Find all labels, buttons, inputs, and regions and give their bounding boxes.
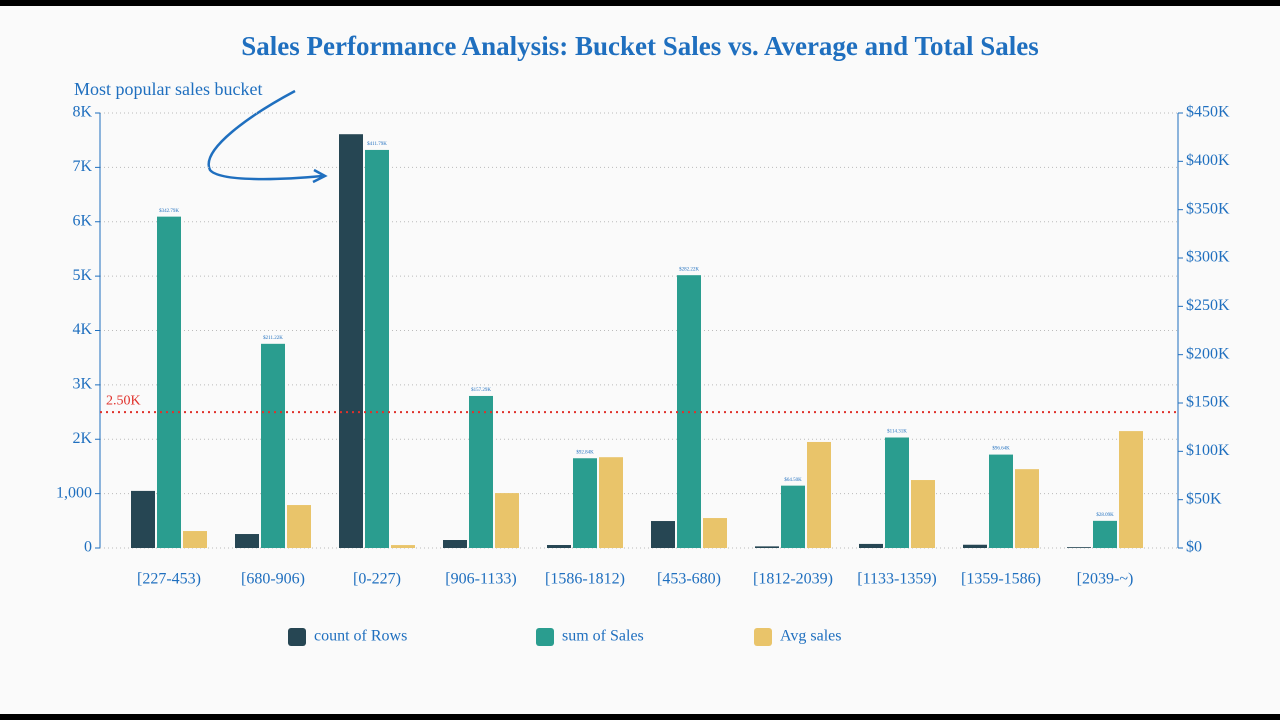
- y-tick-label: 2K: [72, 430, 92, 447]
- bar: [573, 458, 597, 548]
- bar: [1093, 520, 1117, 548]
- x-tick-label: [1586-1812): [545, 571, 625, 588]
- letterbox-bottom: [0, 714, 1280, 720]
- y-tick-label: 3K: [72, 376, 92, 393]
- x-tick-label: [453-680): [657, 571, 721, 588]
- bar: [391, 545, 415, 548]
- y2-tick-label: $0: [1186, 539, 1202, 556]
- x-tick-label: [906-1133): [445, 571, 516, 588]
- x-tick-label: [227-453): [137, 571, 201, 588]
- bar: [365, 149, 389, 548]
- bar: [963, 544, 987, 548]
- data-label: $157.29K: [471, 388, 491, 393]
- bar: [651, 521, 675, 548]
- legend-swatch: [754, 628, 772, 646]
- bar: [287, 505, 311, 548]
- data-label: $411.79K: [367, 142, 387, 147]
- bar: [495, 493, 519, 548]
- data-label: $211.22K: [263, 336, 283, 341]
- y2-tick-label: $350K: [1186, 200, 1230, 217]
- y2-tick-label: $200K: [1186, 345, 1230, 362]
- x-tick-label: [1133-1359): [857, 571, 936, 588]
- y2-tick-label: $50K: [1186, 490, 1222, 507]
- y-tick-label: 0: [84, 539, 92, 556]
- bar: [781, 485, 805, 548]
- data-label: $282.22K: [679, 267, 699, 272]
- bar: [599, 457, 623, 548]
- bar: [183, 531, 207, 548]
- bar: [157, 216, 181, 548]
- data-label: $96.64K: [992, 447, 1010, 452]
- data-label: $114.31K: [887, 430, 907, 435]
- y2-tick-label: $400K: [1186, 152, 1230, 169]
- bar: [859, 543, 883, 548]
- y-tick-label: 5K: [72, 267, 92, 284]
- bar: [1119, 431, 1143, 548]
- chart-title: Sales Performance Analysis: Bucket Sales…: [241, 31, 1039, 61]
- bar: [261, 343, 285, 548]
- x-tick-label: [2039-~): [1077, 571, 1134, 588]
- bar: [235, 534, 259, 548]
- bar: [469, 395, 493, 548]
- x-tick-label: [0-227): [353, 571, 401, 588]
- y2-tick-label: $150K: [1186, 394, 1230, 411]
- legend-label: Avg sales: [780, 628, 841, 645]
- y-tick-label: 6K: [72, 212, 92, 229]
- y2-tick-label: $450K: [1186, 104, 1230, 121]
- x-tick-label: [1812-2039): [753, 571, 833, 588]
- y-tick-label: 8K: [72, 104, 92, 121]
- bar: [1067, 547, 1091, 548]
- bar: [989, 454, 1013, 548]
- y-tick-label: 7K: [72, 158, 92, 175]
- legend-label: count of Rows: [314, 628, 407, 645]
- reference-label: 2.50K: [106, 393, 141, 408]
- letterbox-top: [0, 0, 1280, 6]
- arrow-head: [312, 168, 328, 184]
- annotation: Most popular sales bucket: [74, 79, 262, 99]
- bar: [703, 518, 727, 548]
- bar: [547, 545, 571, 548]
- bar: [911, 480, 935, 548]
- y2-tick-label: $100K: [1186, 442, 1230, 459]
- bar: [755, 546, 779, 548]
- y-tick-label: 1,000: [56, 484, 92, 501]
- bar: [339, 134, 363, 549]
- data-label: $342.79K: [159, 209, 179, 214]
- data-label: $28.09K: [1096, 513, 1114, 518]
- data-label: $64.50K: [784, 478, 802, 483]
- y2-tick-label: $250K: [1186, 297, 1230, 314]
- legend-label: sum of Sales: [562, 628, 644, 645]
- data-label: $92.84K: [576, 450, 594, 455]
- y2-tick-label: $300K: [1186, 249, 1230, 266]
- y-tick-label: 4K: [72, 321, 92, 338]
- bar: [1015, 469, 1039, 548]
- bar: [885, 437, 909, 548]
- legend-swatch: [536, 628, 554, 646]
- annotation-arrow: [207, 89, 323, 181]
- bar: [443, 540, 467, 548]
- bar: [131, 490, 155, 548]
- x-tick-label: [1359-1586): [961, 571, 1041, 588]
- bar: [807, 441, 831, 548]
- x-tick-label: [680-906): [241, 571, 305, 588]
- legend-swatch: [288, 628, 306, 646]
